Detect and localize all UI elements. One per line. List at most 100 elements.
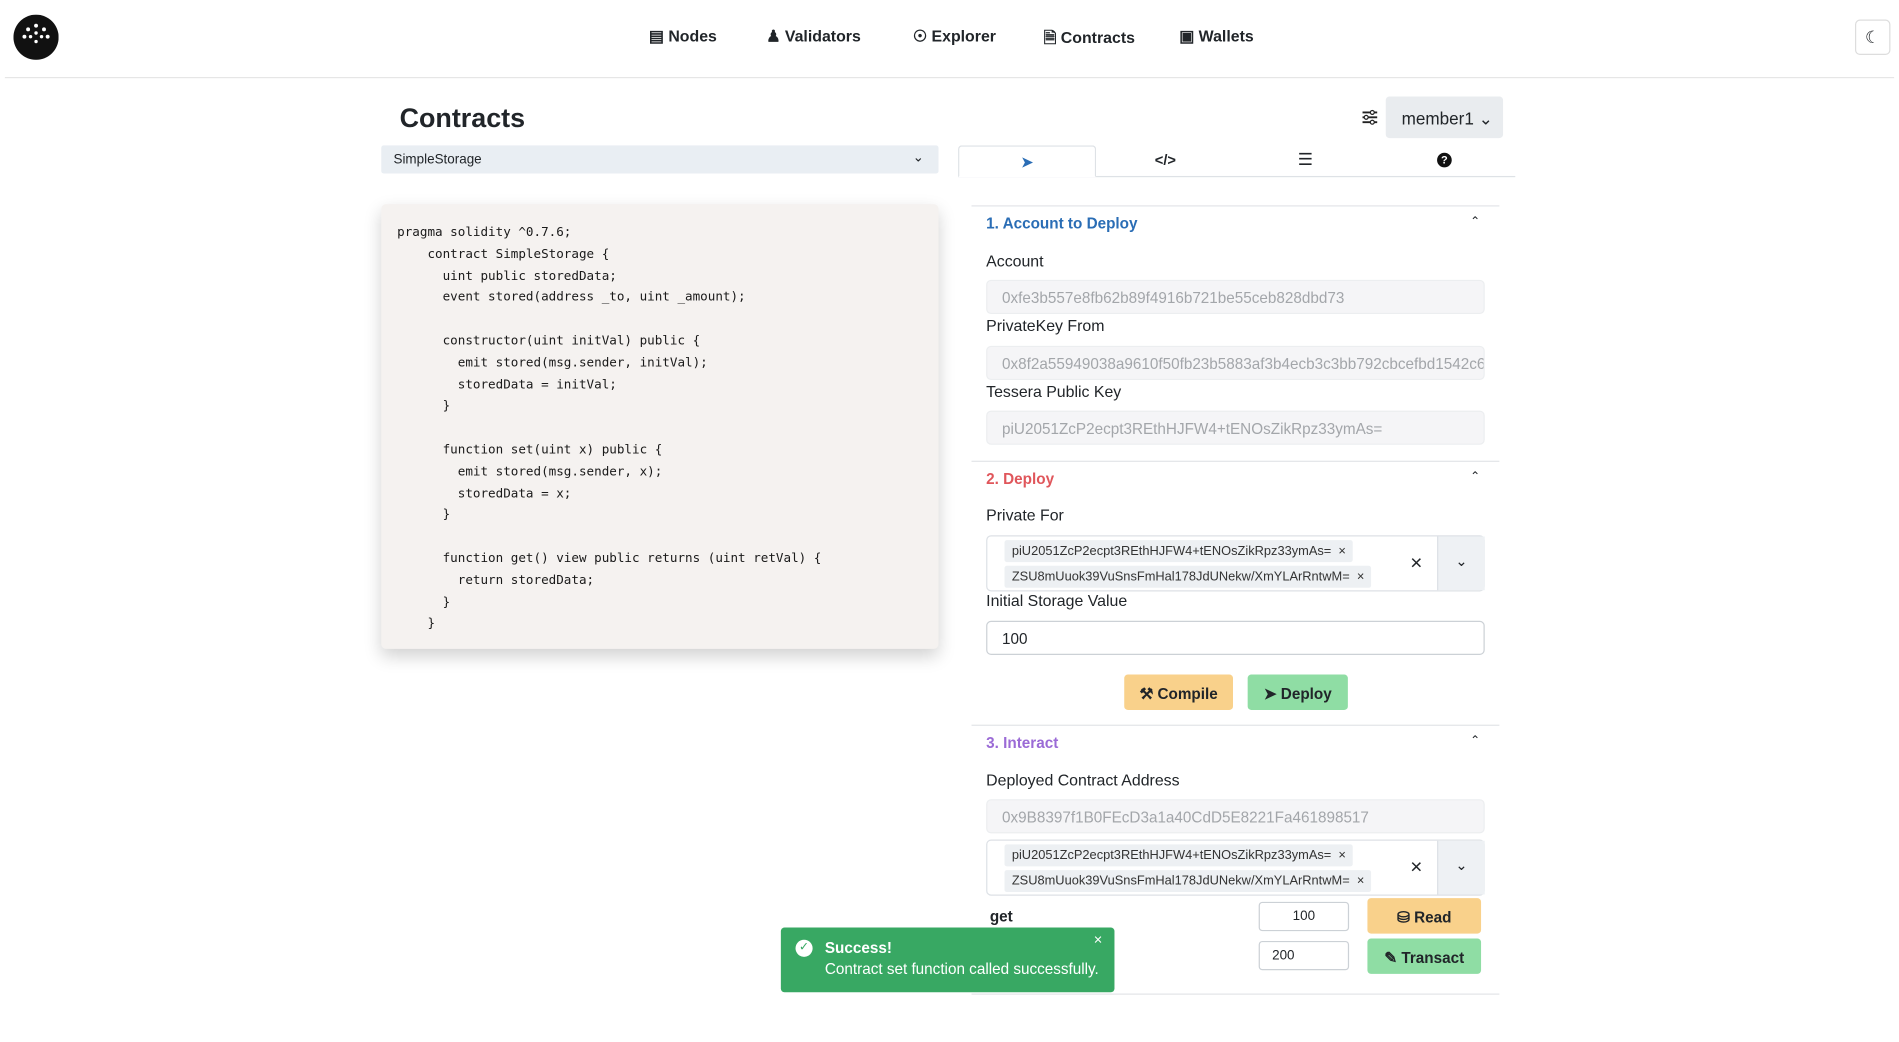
- nav-icon: ▤: [648, 26, 669, 46]
- storage-input[interactable]: 100: [986, 620, 1485, 655]
- code-line: contract SimpleStorage {: [397, 246, 610, 262]
- code-line: }: [397, 507, 451, 523]
- member-select[interactable]: member1 ⌄: [1385, 96, 1504, 139]
- code-line: }: [397, 616, 436, 631]
- private-key-input[interactable]: 0x8f2a55949038a9610f50fb23b5883af3b4ecb3…: [986, 345, 1485, 381]
- button-label: Transact: [1401, 949, 1465, 967]
- label: PrivateKey From: [986, 316, 1105, 335]
- logo[interactable]: [13, 14, 59, 60]
- nav-icon: ☉: [912, 26, 932, 46]
- member-name: member1: [1401, 108, 1474, 129]
- button-label: Read: [1414, 909, 1452, 927]
- clear[interactable]: ×: [1410, 551, 1423, 575]
- code-editor: pragma solidity ^0.7.6; contract SimpleS…: [381, 204, 939, 649]
- compile-button[interactable]: ⚒ Compile: [1124, 674, 1233, 710]
- code-line: event stored(address _to, uint _amount);: [397, 290, 746, 305]
- key: ZSU8mUuok39VuSnsFmHal178JdUNekw/XmYLArRn…: [1011, 569, 1350, 585]
- toast-message: Contract set function called successfull…: [824, 960, 1099, 978]
- nav-item[interactable]: 🗎 Contracts: [1044, 27, 1135, 54]
- nav-label: Nodes: [668, 26, 717, 46]
- tab-deploy[interactable]: ➤: [958, 145, 1097, 178]
- toast-title: Success!: [824, 939, 892, 957]
- code-line: pragma solidity ^0.7.6;: [397, 224, 572, 240]
- dropdown[interactable]: ⌄: [1437, 536, 1485, 591]
- nav-icon: 🗎: [1043, 28, 1061, 47]
- key: piU2051ZcP2ecpt3REthHJFW4+tENOsZikRpz33y…: [1011, 543, 1332, 559]
- remove-key[interactable]: ×: [1331, 848, 1346, 863]
- collapse[interactable]: ⌃: [1470, 215, 1481, 229]
- tessera-input[interactable]: piU2051ZcP2ecpt3REthHJFW4+tENOsZikRpz33y…: [986, 410, 1485, 445]
- section-heading[interactable]: 3. Interact: [986, 734, 1059, 752]
- nav-item[interactable]: ▣ Wallets: [1179, 27, 1253, 47]
- label: Initial Storage Value: [986, 591, 1128, 610]
- blank-line: [397, 527, 922, 549]
- blank-line: [397, 309, 922, 331]
- transact-button[interactable]: ✎ Transact: [1367, 938, 1482, 974]
- private-for-select[interactable]: piU2051ZcP2ecpt3REthHJFW4+tENOsZikRpz33y…: [986, 535, 1485, 592]
- key: piU2051ZcP2ecpt3REthHJFW4+tENOsZikRpz33y…: [1011, 848, 1332, 863]
- function-name: get: [989, 907, 1013, 926]
- account-input[interactable]: 0xfe3b557e8fb62b89f4916b721be55ceb828dbd…: [986, 279, 1485, 315]
- section-heading[interactable]: 2. Deploy: [986, 470, 1055, 488]
- label: Deployed Contract Address: [986, 771, 1180, 790]
- remove-key[interactable]: ×: [1331, 543, 1346, 559]
- nav-label: Contracts: [1060, 28, 1135, 47]
- code-line: storedData = initVal;: [397, 377, 617, 392]
- section-heading[interactable]: 1. Account to Deploy: [986, 215, 1138, 233]
- code-line: function set(uint x) public {: [397, 442, 663, 457]
- divider: [971, 460, 1500, 462]
- collapse[interactable]: ⌃: [1470, 734, 1481, 748]
- divider: [971, 993, 1500, 995]
- label: Account: [986, 251, 1044, 271]
- get-output: 100: [1258, 901, 1350, 932]
- collapse[interactable]: ⌃: [1470, 470, 1481, 484]
- toast-icon: ✓: [795, 939, 813, 957]
- key-tag: ZSU8mUuok39VuSnsFmHal178JdUNekw/XmYLArRn…: [1004, 565, 1372, 588]
- nav-item[interactable]: ▤ Nodes: [649, 27, 717, 47]
- toast-close[interactable]: ×: [1093, 931, 1103, 949]
- blank-line: [397, 418, 922, 440]
- key-tag: piU2051ZcP2ecpt3REthHJFW4+tENOsZikRpz33y…: [1004, 540, 1354, 563]
- nav-icon: ♟: [766, 26, 785, 46]
- code-line: return storedData;: [397, 572, 595, 588]
- divider: [971, 205, 1500, 207]
- code-line: uint public storedData;: [397, 268, 617, 284]
- nav-label: Validators: [784, 26, 861, 46]
- code-line: }: [397, 594, 451, 610]
- theme-toggle[interactable]: ☾: [1854, 19, 1891, 55]
- nav-item[interactable]: ♟ Validators: [766, 27, 861, 47]
- settings-icon[interactable]: [1361, 109, 1378, 126]
- code-line: emit stored(msg.sender, initVal);: [397, 355, 708, 370]
- code-line: }: [397, 398, 451, 414]
- nav-icon: ▣: [1179, 26, 1199, 46]
- nav-label: Wallets: [1198, 26, 1254, 46]
- private-for-select[interactable]: piU2051ZcP2ecpt3REthHJFW4+tENOsZikRpz33y…: [986, 839, 1485, 896]
- nav-item[interactable]: ☉ Explorer: [913, 27, 996, 47]
- key: ZSU8mUuok39VuSnsFmHal178JdUNekw/XmYLArRn…: [1011, 873, 1350, 889]
- button-label: Deploy: [1280, 685, 1332, 703]
- remove-key[interactable]: ×: [1349, 873, 1365, 889]
- clear[interactable]: ×: [1410, 855, 1423, 879]
- tab-code[interactable]: </>: [1154, 151, 1177, 169]
- address-input[interactable]: 0x9B8397f1B0FEcD3a1a40CdD5E8221Fa4618985…: [986, 799, 1485, 834]
- tab-border: [958, 175, 1516, 178]
- label: Tessera Public Key: [986, 382, 1122, 401]
- set-input[interactable]: 200: [1258, 940, 1350, 971]
- nav-label: Explorer: [931, 26, 996, 46]
- key-tag: piU2051ZcP2ecpt3REthHJFW4+tENOsZikRpz33y…: [1004, 844, 1354, 867]
- read-button[interactable]: ⛁ Read: [1367, 898, 1482, 934]
- code-line: storedData = x;: [397, 485, 572, 501]
- button-label: Compile: [1157, 685, 1218, 703]
- key-tag: ZSU8mUuok39VuSnsFmHal178JdUNekw/XmYLArRn…: [1004, 870, 1372, 893]
- dropdown[interactable]: ⌄: [1437, 840, 1485, 895]
- code-line: emit stored(msg.sender, x);: [397, 464, 663, 479]
- tab-logs[interactable]: ☰: [1297, 149, 1314, 169]
- page-title: Contracts: [399, 102, 526, 134]
- remove-key[interactable]: ×: [1349, 569, 1365, 585]
- deploy-button[interactable]: ➤ Deploy: [1247, 674, 1348, 710]
- tab-help[interactable]: ?: [1437, 152, 1452, 168]
- divider: [971, 724, 1500, 726]
- contract-select[interactable]: SimpleStorage ⌄: [381, 145, 939, 174]
- toast: ✓ Success! Contract set function called …: [780, 927, 1115, 993]
